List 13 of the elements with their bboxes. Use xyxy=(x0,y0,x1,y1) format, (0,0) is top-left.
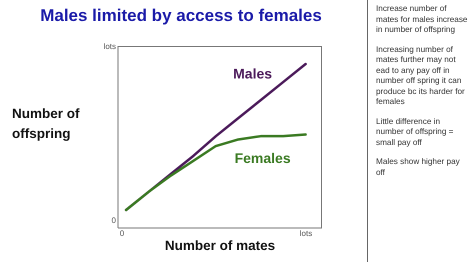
text: Increase number of mates for males increase in number of offspring xyxy=(376,4,468,36)
x-axis-title: Number of mates xyxy=(164,238,276,253)
text: Increasing number of mates further may not ead to any pay off in number off spring it can produce bc its harder for females xyxy=(376,44,466,108)
text: 0 xyxy=(118,229,126,238)
text: Males show higher pay off xyxy=(376,157,461,178)
text: lots xyxy=(102,42,116,51)
chart-title: Males limited by access to females xyxy=(39,6,323,26)
y-axis-title: Number of offspring xyxy=(12,105,80,143)
series-label: Females xyxy=(234,150,291,166)
text: lots xyxy=(298,229,314,238)
text: 0 xyxy=(110,216,116,225)
series-label: Males xyxy=(233,66,272,82)
text: Little difference in number of offspring = small pay off xyxy=(376,116,454,148)
